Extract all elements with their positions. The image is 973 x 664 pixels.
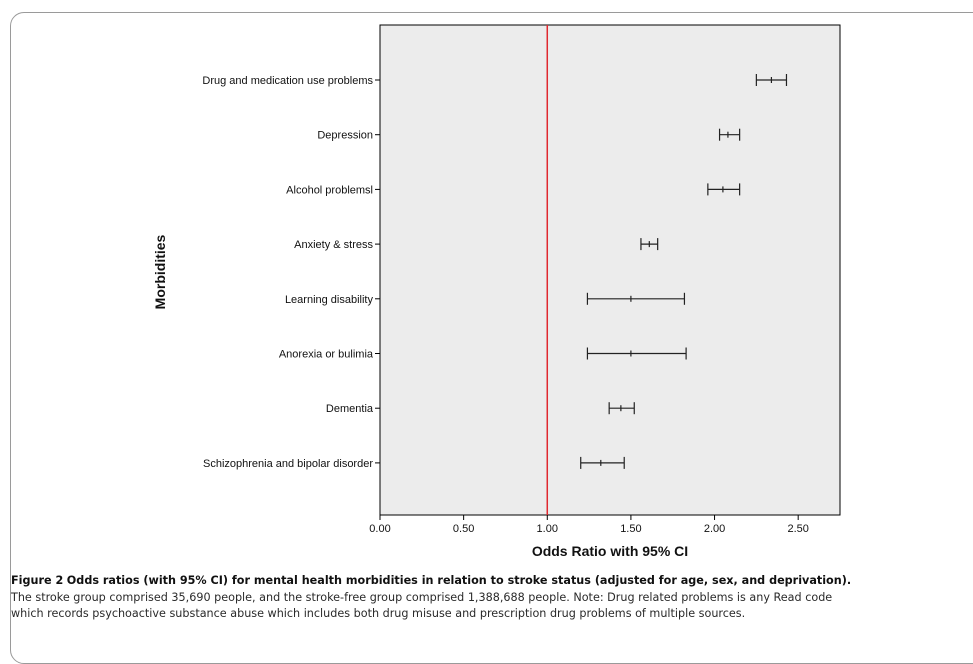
caption-line-1: The stroke group comprised 35,690 people…: [11, 590, 833, 604]
y-tick-label: Schizophrenia and bipolar disorder: [203, 458, 373, 470]
caption-figure-label: Figure 2: [11, 574, 64, 587]
y-tick-label: Anxiety & stress: [294, 239, 373, 251]
y-tick-label: Depression: [317, 130, 373, 142]
y-tick-label: Learning disability: [285, 294, 374, 306]
x-tick-label: 0.00: [369, 523, 390, 535]
y-tick-label: Dementia: [326, 403, 374, 415]
x-tick-label: 2.00: [704, 523, 725, 535]
forest-plot: 0.00 0.50 1.00 1.50 2.00 2.50 Drug and medicat…: [152, 24, 841, 559]
y-tick-label: Anorexia or bulimia: [279, 349, 374, 361]
x-tick-label: 1.00: [537, 523, 558, 535]
chart-marks: 0.00 0.50 1.00 1.50 2.00 2.50 Drug and medicat…: [202, 25, 809, 535]
x-tick-label: 1.50: [620, 523, 641, 535]
y-tick-label: Alcohol problemsl: [286, 184, 373, 196]
x-axis-title: Odds Ratio with 95% CI: [532, 543, 688, 559]
x-tick-label: 0.50: [453, 523, 474, 535]
plot-area: [379, 24, 841, 516]
x-tick-label: 2.50: [787, 523, 808, 535]
figure-caption: Figure 2 Odds ratios (with 95% CI) for m…: [11, 573, 971, 623]
caption-line-2: which records psychoactive substance abu…: [11, 607, 746, 620]
y-tick-label: Drug and medication use problems: [202, 75, 373, 87]
y-axis-title: Morbidities: [152, 234, 168, 309]
caption-title: Odds ratios (with 95% CI) for mental hea…: [66, 574, 852, 587]
